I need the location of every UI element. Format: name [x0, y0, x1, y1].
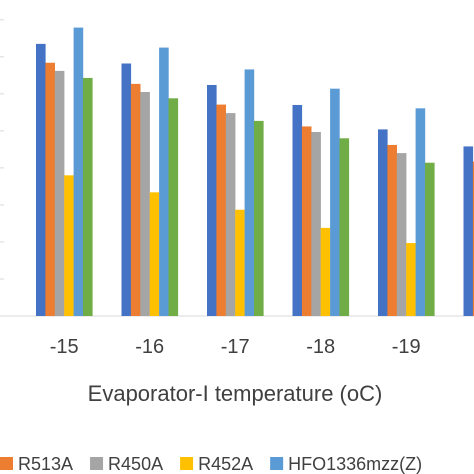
legend-item: R450A [90, 454, 163, 474]
bar-hfo1336mzz-z---18 [330, 88, 340, 316]
bar-r513a--16 [130, 83, 141, 316]
bar-r450a--17 [225, 113, 236, 316]
bar-series-6--16 [168, 98, 179, 316]
bar-r450a--18 [311, 131, 321, 316]
bar-r452a--18 [320, 227, 331, 316]
bars [36, 27, 474, 317]
legend-label: R452A [198, 454, 253, 474]
bar-series-1--17 [207, 84, 217, 316]
bar-hfo1336mzz-z---16 [159, 47, 169, 316]
bar-r452a--17 [235, 209, 245, 316]
legend-swatch [0, 457, 13, 470]
legend: R513A R450A R452A HFO1336mzz(Z) [0, 454, 422, 474]
legend-label: HFO1336mzz(Z) [288, 454, 422, 474]
bar-series-1--19 [378, 129, 388, 316]
bar-r452a--15 [64, 175, 74, 316]
x-tick-label: -18 [306, 336, 335, 358]
bar-series-6--19 [425, 162, 435, 316]
x-tick-labels: -15-16-17-18-19-20 [50, 336, 421, 358]
bar-series-6--17 [254, 120, 264, 316]
bar-r513a--17 [216, 104, 226, 316]
bar-hfo1336mzz-z---17 [244, 69, 255, 317]
x-axis-title: Evaporator-I temperature (oC) [88, 381, 383, 406]
x-tick-label: -15 [50, 336, 79, 358]
bar-series-1--18 [292, 104, 303, 316]
y-axis-ticks [0, 19, 4, 317]
legend-item: R452A [180, 454, 253, 474]
legend-item: HFO1336mzz(Z) [270, 454, 422, 474]
legend-item: R513A [0, 454, 73, 474]
bar-r513a--19 [387, 144, 397, 316]
bar-series-1--20 [463, 146, 474, 316]
bar-series-6--18 [339, 138, 350, 316]
bar-r450a--16 [140, 92, 150, 316]
legend-label: R513A [18, 454, 73, 474]
x-tick-label: -17 [221, 336, 250, 358]
bar-r513a--15 [45, 62, 55, 316]
bar-r513a--18 [301, 126, 312, 316]
bar-series-1--15 [36, 43, 46, 316]
bar-series-1--16 [121, 63, 132, 316]
legend-swatch [270, 457, 284, 470]
bar-series-6--15 [83, 77, 93, 316]
legend-swatch [180, 457, 194, 470]
bar-r452a--16 [149, 192, 160, 316]
x-tick-label: -19 [392, 336, 421, 358]
bar-r452a--19 [406, 243, 416, 316]
bar-hfo1336mzz-z---19 [415, 108, 426, 317]
legend-label: R450A [108, 454, 163, 474]
legend-swatch [90, 457, 104, 470]
bar-r450a--15 [54, 70, 65, 317]
bar-hfo1336mzz-z---15 [73, 27, 84, 316]
bar-r513a--20 [472, 161, 474, 316]
bar-r450a--19 [396, 153, 407, 316]
x-tick-label: -16 [135, 336, 164, 358]
